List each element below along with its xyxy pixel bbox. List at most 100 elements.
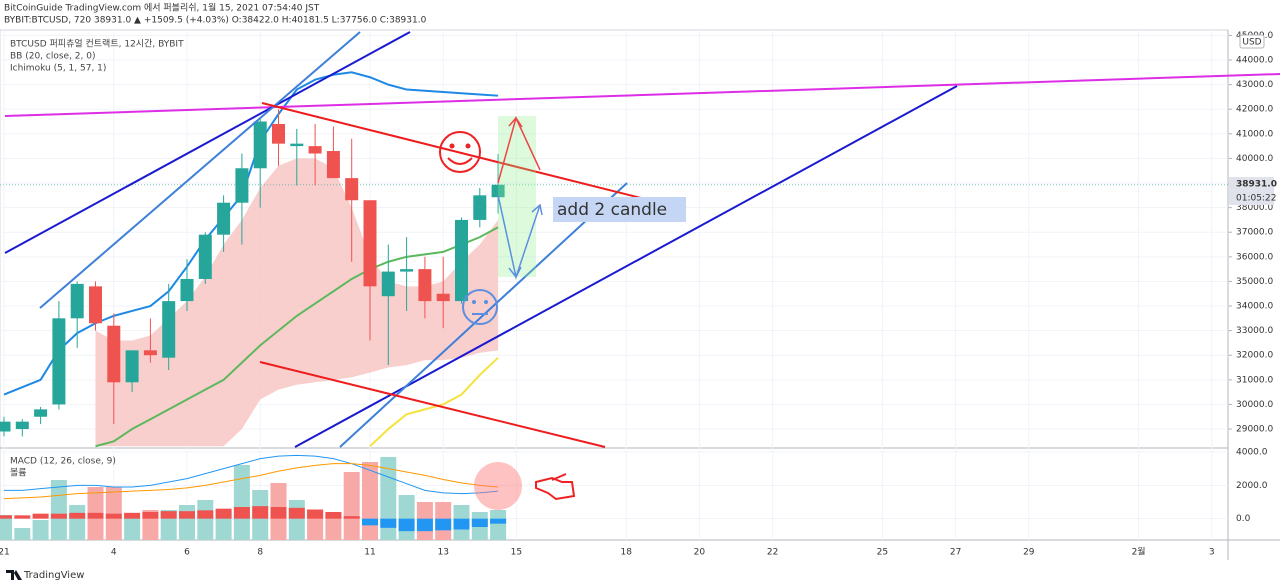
annotation: add 2 candle — [557, 200, 667, 220]
x-tick-label: 11 — [364, 548, 375, 558]
price-box — [1229, 177, 1274, 205]
histogram-bar — [87, 512, 104, 519]
x-tick-label: 2월 — [1132, 546, 1146, 558]
histogram-bar — [233, 507, 250, 519]
indicator-line — [3, 71, 499, 396]
volume-bar — [288, 500, 305, 540]
candle-body — [143, 350, 157, 356]
candle-body — [473, 195, 487, 220]
x-tick-label: 27 — [950, 548, 961, 558]
face-eye — [472, 300, 476, 304]
smiley-mouth — [447, 157, 473, 165]
candle-body — [253, 121, 267, 169]
volume-bar — [14, 528, 31, 540]
candle-body — [15, 421, 29, 430]
candle-body — [400, 269, 414, 272]
histogram-bar — [142, 512, 159, 519]
header-line1: BitCoinGuide TradingView.com 에서 퍼블리쉬, 1월… — [4, 2, 320, 14]
histogram-bar — [252, 506, 269, 519]
histogram-bar — [32, 513, 49, 519]
x-tick-label: 6 — [184, 548, 190, 558]
histogram-bar — [215, 508, 232, 519]
candle-body — [125, 350, 139, 383]
trend-line — [259, 361, 606, 448]
indicator-line — [4, 454, 499, 495]
volume-bar — [343, 472, 360, 540]
legend-title: BTCUSD 퍼피츄얼 컨트랙트, 12시간, BYBIT — [10, 39, 184, 50]
candle-body — [363, 200, 377, 287]
candle-body — [455, 219, 468, 302]
candle-body — [70, 283, 84, 319]
candle-body — [436, 293, 450, 302]
candle-body — [0, 421, 11, 432]
candle-body — [290, 143, 304, 147]
drawings — [4, 31, 1280, 510]
indicator-line — [369, 356, 499, 447]
histogram-bar — [50, 513, 67, 519]
candle-body — [326, 151, 340, 179]
trend-line — [261, 102, 646, 200]
trend-line — [39, 31, 361, 309]
volume-bar — [490, 510, 507, 540]
y-tick-label: 32000.0 — [1236, 351, 1273, 361]
x-tick-label: 22 — [767, 548, 778, 558]
volume-bar — [32, 520, 49, 540]
histogram-bar — [288, 507, 305, 519]
y-tick-label: 42000.0 — [1236, 105, 1273, 115]
histogram-bar — [490, 518, 507, 524]
smiley-eye — [449, 143, 455, 149]
volume-bar — [124, 515, 141, 540]
x-tick-label: 4 — [111, 548, 117, 558]
histogram-bar — [398, 518, 415, 532]
currency-box[interactable] — [1239, 34, 1265, 49]
x-tick-label: 8 — [257, 548, 263, 558]
x-tick-label: 18 — [620, 548, 632, 558]
smiley-eye — [465, 143, 471, 149]
y-tick-label: 4000.0 — [1236, 448, 1268, 458]
volume-bar — [362, 462, 378, 540]
y-tick-label: 38000.0 — [1236, 203, 1273, 213]
histogram-bar — [0, 515, 12, 519]
x-tick-label: 13 — [437, 548, 448, 558]
y-tick-label: 41000.0 — [1236, 129, 1273, 139]
candle-body — [107, 325, 121, 383]
y-tick-label: 43000.0 — [1236, 80, 1273, 90]
histogram-bar — [380, 518, 397, 528]
candle-body — [217, 202, 231, 235]
currency[interactable]: USD — [1242, 38, 1261, 48]
y-tick-label: 40000.0 — [1236, 154, 1273, 164]
cloud-layer — [95, 158, 499, 447]
volume-bar — [69, 505, 86, 540]
histogram-bar — [343, 516, 360, 519]
x-tick-label: 3 — [1209, 548, 1215, 558]
candle-body — [491, 184, 505, 198]
y-tick-label: 34000.0 — [1236, 302, 1273, 312]
histogram-bar — [69, 512, 86, 519]
volume-bar — [179, 505, 195, 540]
volume-title: 볼륨 — [10, 468, 27, 479]
y-tick-label: 35000.0 — [1236, 277, 1273, 287]
candle-body — [162, 301, 176, 358]
histogram-bar — [105, 513, 122, 519]
x-tick-label: 20 — [694, 548, 706, 558]
arrow-head — [508, 266, 522, 279]
y-tick-label: 30000.0 — [1236, 400, 1273, 410]
histogram-bar — [270, 507, 287, 519]
x-tick-label: 15 — [511, 548, 522, 558]
candle-body — [308, 146, 322, 154]
histogram-bar — [471, 518, 488, 527]
x-tick-label: 29 — [1023, 548, 1035, 558]
trend-line — [4, 31, 411, 254]
y-tick-label: 36000.0 — [1236, 252, 1273, 262]
y-tick-label: 2000.0 — [1236, 481, 1268, 491]
last-price: 38931.0 — [1236, 180, 1277, 190]
y-tick-label: 44000.0 — [1236, 56, 1273, 66]
y-tick-label: 31000.0 — [1236, 375, 1273, 385]
histogram-bar — [325, 512, 342, 519]
macd-layer — [0, 454, 507, 540]
histogram-bar — [453, 518, 470, 530]
candle-body — [345, 178, 359, 201]
annotation-box — [553, 197, 686, 222]
candle-body — [272, 123, 285, 144]
